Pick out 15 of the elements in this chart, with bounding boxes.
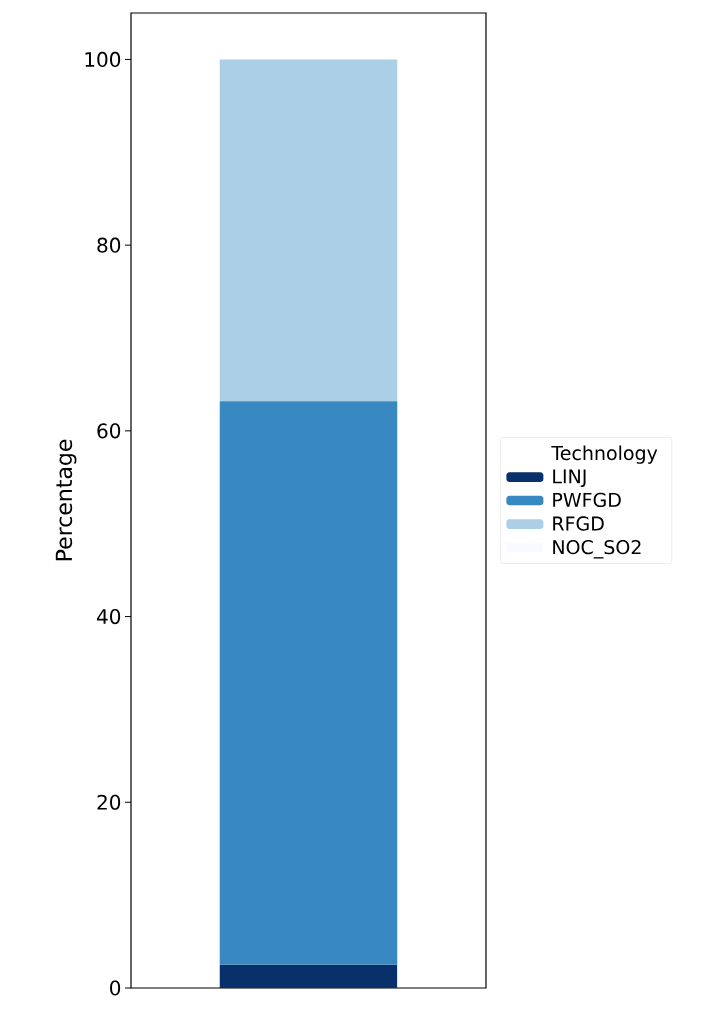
y-tick-label: 20 (97, 794, 121, 810)
bar (219, 401, 398, 965)
y-tick-label: 100 (85, 51, 121, 67)
y-tick-label: 60 (97, 423, 121, 439)
legend-label: NOC_SO2 (553, 539, 641, 559)
y-tick-label: 0 (110, 980, 121, 996)
legend-label: LINJ (553, 469, 586, 488)
bar (219, 964, 398, 988)
y-tick-label: 80 (97, 237, 121, 253)
y-tick-label: 40 (96, 609, 121, 625)
y-axis-title: Percentage (55, 439, 77, 561)
legend-label: RFGD (553, 516, 604, 531)
bar (219, 59, 398, 402)
legend-title: Technology (551, 445, 658, 464)
legend-label: PWFGD (553, 492, 621, 508)
